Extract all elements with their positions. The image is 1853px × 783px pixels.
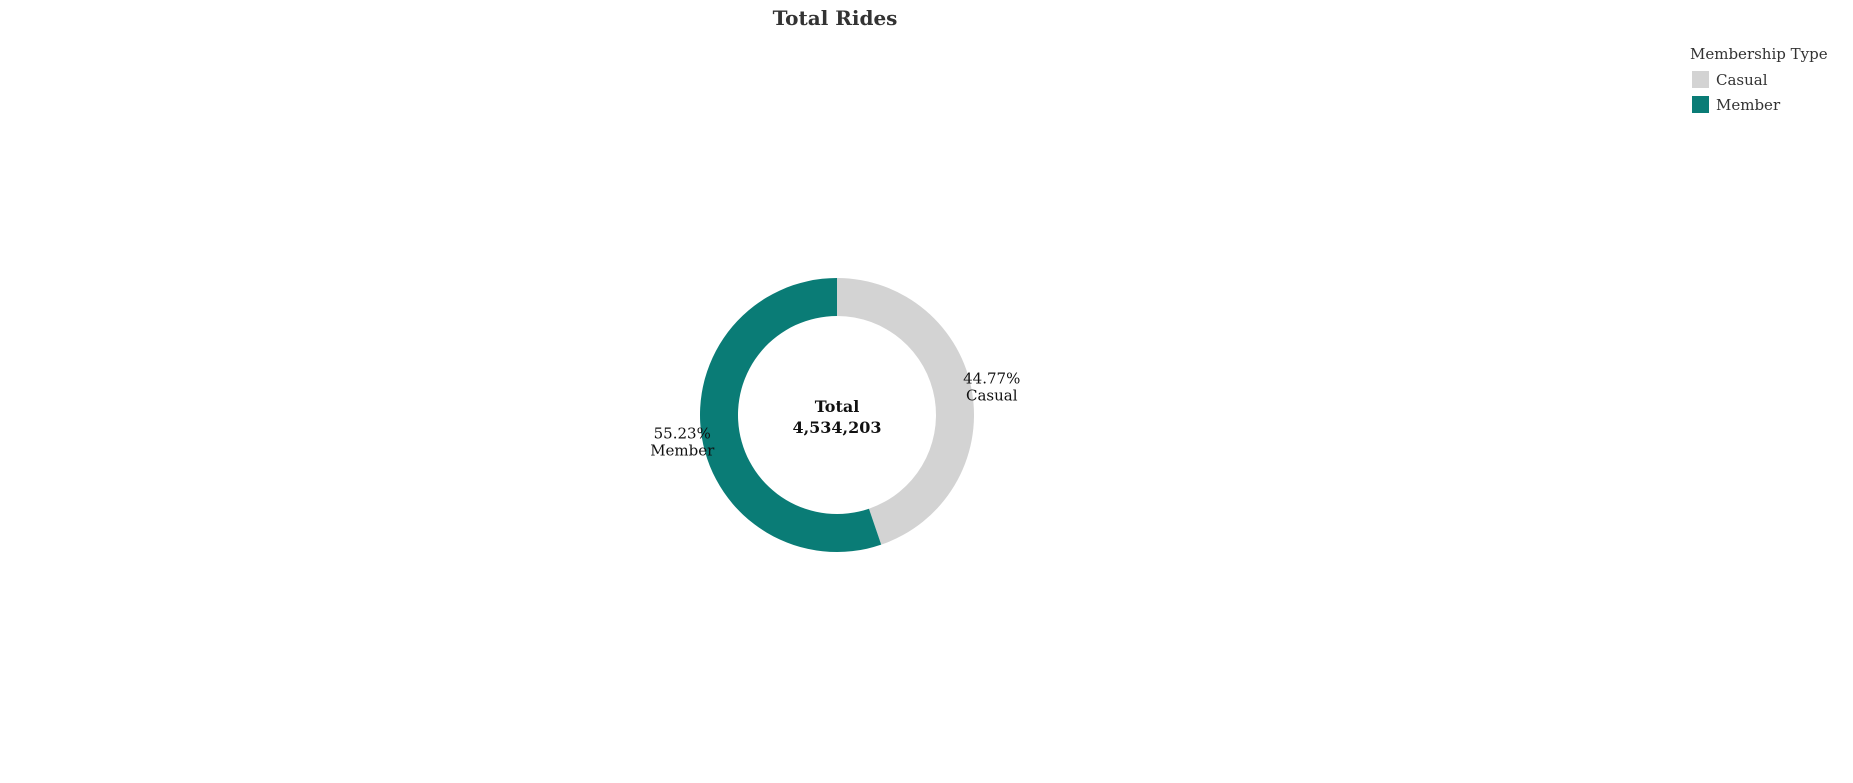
- slice-percent-label-casual: 44.77%: [963, 370, 1020, 388]
- legend-label-casual: Casual: [1716, 70, 1768, 89]
- donut-slice-member[interactable]: [700, 278, 882, 552]
- legend-item-member[interactable]: Member: [1690, 92, 1850, 117]
- donut-slices: [700, 277, 975, 552]
- slice-percent-label-member: 55.23%: [654, 424, 711, 442]
- slice-category-label-casual: Casual: [966, 387, 1018, 405]
- donut-slice-casual[interactable]: [837, 277, 975, 545]
- legend: Membership Type Casual Member: [1690, 45, 1850, 117]
- center-total-value: 4,534,203: [792, 418, 881, 437]
- slice-category-label-member: Member: [650, 441, 715, 459]
- legend-title: Membership Type: [1690, 45, 1828, 63]
- slice-labels: 44.77%Casual 55.23%Member: [650, 370, 1020, 460]
- legend-swatch-casual: [1692, 71, 1709, 88]
- center-total-label: Total: [815, 397, 860, 416]
- legend-label-member: Member: [1716, 95, 1781, 114]
- legend-item-casual[interactable]: Casual: [1690, 67, 1850, 92]
- chart-title: Total Rides: [772, 6, 898, 30]
- legend-swatch-member: [1692, 96, 1709, 113]
